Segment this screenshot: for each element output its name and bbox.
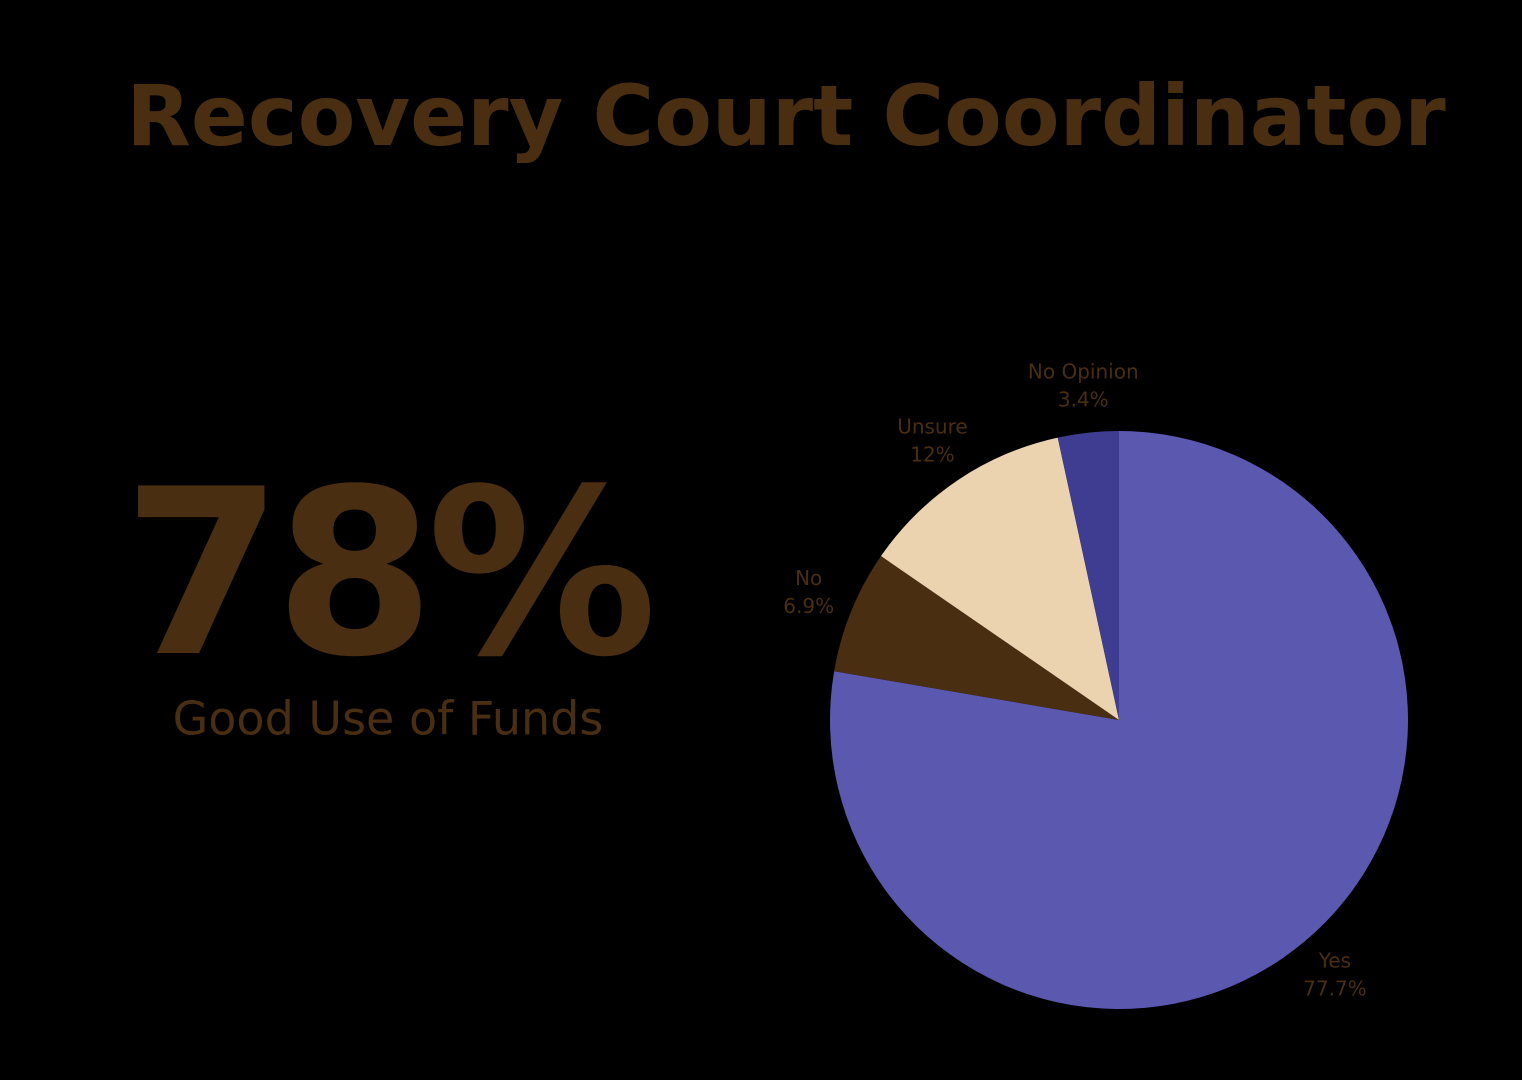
- slice-value-label: 77.7%: [1303, 977, 1367, 1001]
- chart-title: Recovery Court Coordinator: [126, 67, 1446, 165]
- pie-slice: [1057, 431, 1119, 720]
- slice-label: No Opinion: [1028, 359, 1139, 383]
- headline-stat: 78%: [123, 441, 651, 708]
- slice-value-label: 12%: [910, 442, 954, 466]
- slice-label: Unsure: [897, 414, 968, 438]
- slice-value-label: 6.9%: [783, 594, 834, 618]
- pie-slice: [834, 556, 1119, 720]
- slice-label: Yes: [1318, 949, 1351, 973]
- headline-label: Good Use of Funds: [173, 692, 604, 746]
- pie-slice: [880, 437, 1119, 720]
- slice-value-label: 3.4%: [1058, 387, 1109, 411]
- slice-label: No: [795, 566, 822, 590]
